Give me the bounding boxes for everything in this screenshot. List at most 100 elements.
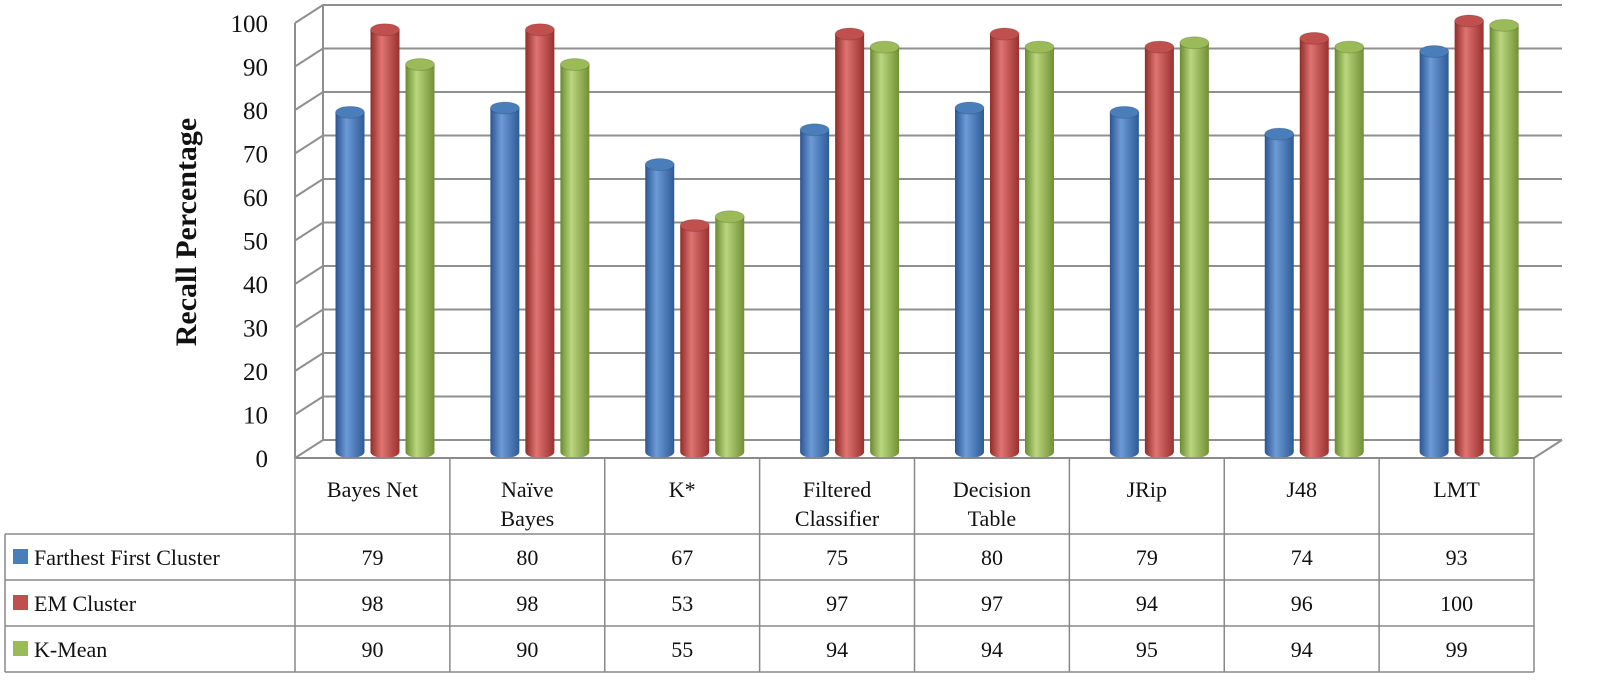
data-label: 99 <box>1446 637 1468 662</box>
category-label-line: Naïve <box>501 477 554 502</box>
data-label: 95 <box>1136 637 1158 662</box>
bar-group <box>1109 105 1140 458</box>
bar <box>1454 21 1484 458</box>
bar-top <box>559 58 590 71</box>
bar-top <box>989 27 1020 41</box>
data-label: 67 <box>671 545 693 570</box>
bar-group <box>1299 31 1330 459</box>
gridline <box>294 265 1562 285</box>
bar-group <box>954 101 985 458</box>
bar-top <box>644 158 675 172</box>
bar-top <box>1489 18 1520 32</box>
legend-label: K-Mean <box>34 637 107 662</box>
bar-group <box>834 27 865 459</box>
bar-group <box>869 40 900 458</box>
data-label: 80 <box>981 545 1003 570</box>
bar-group <box>335 105 365 458</box>
bar <box>1144 47 1174 458</box>
y-tick-label: 10 <box>243 403 268 430</box>
legend-key <box>13 595 28 610</box>
bar-top <box>405 58 435 71</box>
bar-group <box>1419 44 1450 458</box>
category-label-line: Bayes Net <box>327 477 418 502</box>
data-label: 79 <box>361 545 383 570</box>
bar-group <box>405 58 435 458</box>
bar-group <box>989 27 1020 459</box>
bar-group <box>1144 40 1175 458</box>
bar-group <box>524 23 555 458</box>
bar <box>1109 112 1139 458</box>
y-tick-label: 80 <box>243 98 268 125</box>
gridline <box>294 91 1562 111</box>
plot-walls <box>294 5 1563 459</box>
category-label-line: Decision <box>953 477 1031 502</box>
gridline <box>294 178 1562 198</box>
bar-top <box>1264 127 1295 141</box>
category-label-line: Table <box>968 506 1017 531</box>
bar <box>1419 51 1449 458</box>
bar <box>835 34 865 459</box>
gridlines <box>294 4 1562 459</box>
data-label: 98 <box>361 591 383 616</box>
data-label: 80 <box>516 545 538 570</box>
bar <box>1025 47 1054 458</box>
gridline <box>294 439 1562 459</box>
bar-group <box>370 23 400 458</box>
bar-group <box>1179 36 1210 458</box>
category-label: Naïve Bayes <box>500 477 554 531</box>
bar <box>370 29 400 458</box>
category-label-line: Bayes <box>500 506 554 531</box>
bar <box>800 129 830 458</box>
bar <box>645 164 675 459</box>
category-label: J48 <box>1286 477 1317 502</box>
category-label: LMT <box>1433 477 1480 502</box>
y-tick-label: 90 <box>243 55 268 82</box>
bar-group <box>1024 40 1055 458</box>
bar-group <box>1264 127 1295 458</box>
bar-top <box>1454 14 1485 28</box>
gridline <box>294 352 1562 372</box>
y-tick-label: 100 <box>231 11 269 38</box>
category-label: Decision Table <box>953 477 1031 531</box>
bar <box>1264 134 1294 458</box>
category-label: Filtered Classifier <box>795 477 880 531</box>
gridline <box>294 308 1562 329</box>
bar-group <box>1454 14 1485 458</box>
legend-key <box>13 549 28 564</box>
bar <box>955 108 984 458</box>
data-label: 94 <box>1136 591 1158 616</box>
data-label: 97 <box>981 591 1003 616</box>
bar <box>1489 25 1519 458</box>
data-label: 75 <box>826 545 848 570</box>
legend-label: EM Cluster <box>34 591 137 616</box>
bar-group <box>799 123 830 458</box>
data-label: 98 <box>516 591 538 616</box>
gridline <box>294 134 1562 155</box>
category-label-line: J48 <box>1286 477 1317 502</box>
bar-group <box>679 218 710 458</box>
floor-right-edge <box>1533 439 1563 459</box>
bar-top <box>1109 105 1140 119</box>
y-tick-label: 50 <box>243 229 268 256</box>
bar-group <box>489 101 520 458</box>
bar-top <box>1334 40 1365 54</box>
category-label: Bayes Net <box>327 477 418 502</box>
data-label: 55 <box>671 637 693 662</box>
y-axis-title: Recall Percentage <box>170 118 203 347</box>
bar <box>1299 38 1329 459</box>
y-tick-label: 20 <box>243 359 268 386</box>
bar-top <box>489 101 520 115</box>
bar-top <box>799 123 830 137</box>
category-label-line: Filtered <box>803 477 871 502</box>
bar-top <box>869 40 900 54</box>
y-tick-label: 0 <box>256 446 269 473</box>
bar-top <box>1024 40 1055 54</box>
bar-top <box>1419 44 1450 58</box>
data-label: 53 <box>671 591 693 616</box>
bar-top <box>370 23 400 37</box>
bar-group <box>1334 40 1365 458</box>
legend-key <box>13 641 28 656</box>
data-label: 90 <box>516 637 538 662</box>
